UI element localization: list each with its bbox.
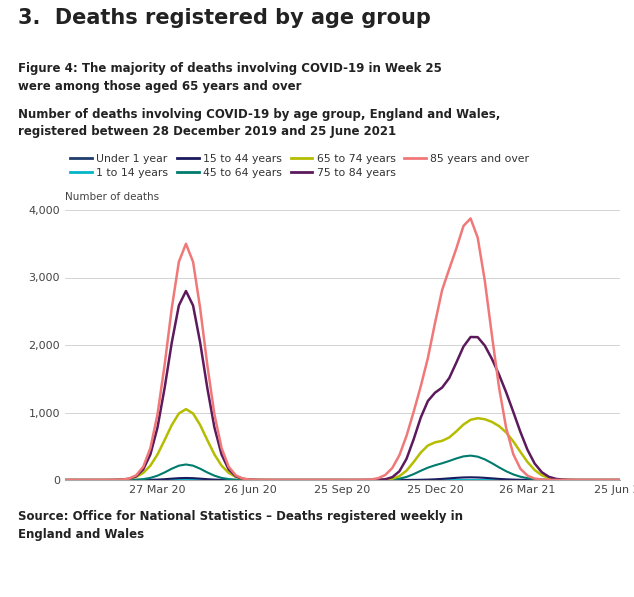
Legend: Under 1 year, 1 to 14 years, 15 to 44 years, 45 to 64 years, 65 to 74 years, 75 : Under 1 year, 1 to 14 years, 15 to 44 ye… (70, 154, 529, 177)
Text: 3.  Deaths registered by age group: 3. Deaths registered by age group (18, 8, 431, 28)
Text: registered between 28 December 2019 and 25 June 2021: registered between 28 December 2019 and … (18, 125, 396, 138)
Text: England and Wales: England and Wales (18, 528, 144, 541)
Text: Source: Office for National Statistics – Deaths registered weekly in: Source: Office for National Statistics –… (18, 510, 463, 523)
Text: were among those aged 65 years and over: were among those aged 65 years and over (18, 80, 302, 93)
Text: Number of deaths involving COVID-19 by age group, England and Wales,: Number of deaths involving COVID-19 by a… (18, 108, 500, 121)
Text: Number of deaths: Number of deaths (65, 192, 159, 202)
Text: Figure 4: The majority of deaths involving COVID-19 in Week 25: Figure 4: The majority of deaths involvi… (18, 62, 442, 75)
